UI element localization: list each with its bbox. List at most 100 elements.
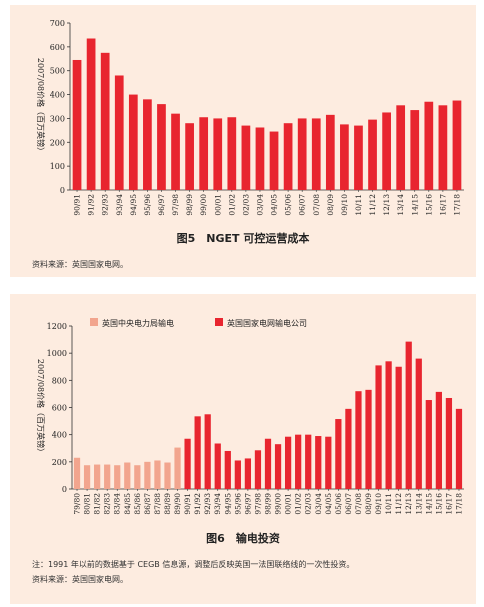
- bar: [396, 105, 406, 190]
- bar: [204, 414, 211, 489]
- y-tick-label: 1200: [47, 322, 67, 331]
- x-tick-label: 95/96: [233, 493, 242, 515]
- bar: [144, 461, 151, 489]
- bar: [385, 361, 392, 489]
- bar: [83, 465, 91, 489]
- x-tick-label: 87/88: [153, 493, 162, 515]
- bar: [355, 391, 362, 489]
- bar: [143, 99, 152, 190]
- figure-5-source: 资料来源：英国国家电网。: [32, 260, 128, 269]
- x-tick-label: 86/87: [143, 493, 152, 515]
- bar: [134, 465, 141, 489]
- y-tick-label: 0: [62, 485, 67, 494]
- x-tick-label: 93/94: [213, 493, 222, 515]
- x-tick-labels: 79/80 80/81 81/82 82/83 83/84 84/85 85/86 86/87…: [73, 489, 463, 515]
- bar: [157, 104, 166, 190]
- x-tick-label: 14/15: [410, 194, 419, 216]
- y-tick-label: 100: [50, 162, 65, 171]
- y-tick-label: 200: [52, 458, 67, 467]
- x-tick-label: 16/17: [438, 194, 447, 216]
- x-tick-label: 13/14: [414, 493, 423, 515]
- bar: [114, 465, 121, 489]
- y-tick-label: 400: [52, 431, 67, 440]
- bar: [124, 462, 131, 489]
- bars: [73, 341, 463, 489]
- bar: [94, 464, 101, 489]
- y-tick-label: 1000: [47, 349, 67, 358]
- bar: [325, 114, 335, 190]
- bar: [194, 416, 201, 489]
- x-tick-label: 00/01: [213, 194, 222, 216]
- bar: [405, 341, 412, 489]
- x-tick-label: 97/98: [253, 493, 262, 515]
- transmission-investment-chart: 英国中央电力局输电 英国国家电网输电公司 0 200 400 600 800 1000 12…: [36, 318, 464, 515]
- x-tick-label: 08/09: [364, 493, 373, 515]
- x-tick-label: 96/97: [157, 194, 166, 216]
- x-tick-label: 79/80: [73, 493, 82, 515]
- x-tick-label: 80/81: [83, 493, 92, 515]
- x-tick-label: 09/10: [374, 493, 383, 515]
- bar: [435, 391, 442, 489]
- x-tick-label: 07/08: [354, 493, 363, 515]
- x-tick-label: 05/06: [334, 493, 343, 515]
- bar: [72, 59, 82, 190]
- x-tick-label: 16/17: [444, 493, 453, 515]
- bar: [254, 450, 262, 489]
- figure-6-source: 资料来源：英国国家电网。: [32, 575, 128, 584]
- y-tick-label: 600: [50, 43, 65, 52]
- bar: [73, 457, 81, 489]
- bar: [445, 397, 453, 489]
- bar: [325, 436, 332, 489]
- x-tick-label: 07/08: [312, 194, 321, 216]
- bar: [104, 464, 111, 489]
- x-tick-label: 12/13: [382, 194, 391, 216]
- x-tick-label: 13/14: [396, 194, 405, 216]
- x-tick-label: 09/10: [340, 194, 349, 216]
- x-tick-label: 94/95: [223, 493, 232, 515]
- bar: [425, 400, 432, 489]
- bar: [415, 358, 422, 489]
- x-tick-label: 01/02: [227, 194, 236, 216]
- x-tick-label: 08/09: [326, 194, 335, 216]
- bar: [410, 110, 420, 190]
- x-tick-label: 04/05: [270, 194, 279, 216]
- y-tick-label: 200: [50, 138, 65, 147]
- x-tick-label: 01/02: [294, 493, 303, 515]
- x-tick-label: 91/92: [87, 194, 96, 216]
- bar: [335, 419, 342, 489]
- x-tick-label: 90/91: [73, 194, 82, 216]
- x-tick-label: 12/13: [404, 493, 413, 515]
- x-tick-label: 97/98: [171, 194, 180, 216]
- x-tick-label: 91/92: [193, 493, 202, 515]
- x-tick-label: 83/84: [113, 493, 122, 515]
- legend: 英国中央电力局输电 英国国家电网输电公司: [90, 318, 307, 328]
- x-tick-label: 99/00: [274, 493, 283, 515]
- y-tick-label: 0: [60, 186, 65, 195]
- x-tick-label: 88/89: [163, 493, 172, 515]
- bar: [214, 443, 221, 489]
- y-tick-label: 800: [52, 376, 67, 385]
- x-tick-label: 06/07: [344, 493, 353, 515]
- x-tick-label: 11/12: [368, 194, 377, 216]
- bar: [375, 365, 382, 489]
- bar: [264, 438, 272, 489]
- bar: [227, 117, 237, 190]
- legend-label-cegb: 英国中央电力局输电: [102, 318, 174, 328]
- x-tick-label: 85/86: [133, 493, 142, 515]
- x-tick-label: 00/01: [284, 493, 293, 515]
- y-tick-label: 600: [52, 404, 67, 413]
- y-tick-label: 300: [50, 114, 65, 123]
- x-tick-label: 03/04: [255, 194, 264, 216]
- bar: [455, 408, 463, 489]
- x-tick-label: 92/93: [203, 493, 212, 515]
- x-tick-label: 15/16: [424, 194, 433, 216]
- bar: [274, 444, 282, 489]
- bar: [199, 117, 209, 190]
- x-tick-labels: 90/91 91/92 92/93 93/94 94/95 95/96 96/97 97/98…: [73, 190, 461, 216]
- bar: [297, 118, 307, 190]
- bar: [382, 112, 391, 190]
- bar: [241, 125, 251, 190]
- bar: [438, 105, 448, 190]
- bar: [255, 127, 265, 190]
- bar: [283, 123, 293, 190]
